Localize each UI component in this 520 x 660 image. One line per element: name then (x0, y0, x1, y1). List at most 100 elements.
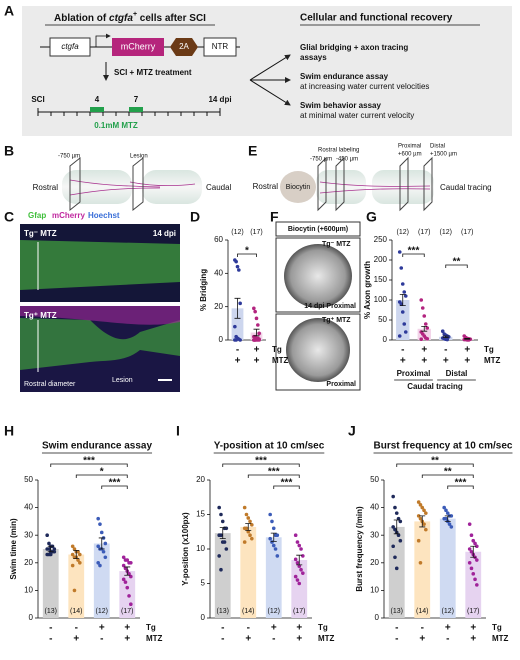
data-point (403, 294, 408, 298)
significance-label: *** (268, 467, 280, 478)
significance-bracket (273, 485, 300, 489)
y-tick-label: 50 (378, 315, 387, 324)
panel-letter: J (348, 423, 356, 439)
data-point (220, 519, 225, 524)
significance-bracket (402, 253, 425, 257)
bar (93, 543, 110, 618)
panel-letter: D (190, 209, 200, 225)
data-point (422, 522, 426, 526)
row-value: + (271, 623, 277, 634)
section-plane (132, 156, 144, 212)
row-value: - (401, 345, 404, 356)
outcome-title: Glial bridging + axon tracing (300, 43, 408, 52)
data-point (123, 566, 128, 571)
n-label: (17) (293, 608, 305, 615)
data-point (96, 544, 100, 549)
data-point (103, 541, 108, 546)
bar (414, 521, 431, 618)
error-bar (253, 328, 260, 337)
chart-title: Swim endurance assay (42, 441, 152, 452)
bar (439, 518, 456, 618)
data-point (129, 602, 133, 606)
construct-label: 2A (179, 42, 189, 51)
data-point (420, 306, 425, 310)
bar (265, 537, 282, 618)
data-point (398, 519, 403, 524)
image-label: Tg⁻ MTZ (24, 229, 57, 238)
data-point (467, 561, 472, 565)
data-point (473, 541, 477, 546)
data-point (98, 522, 102, 526)
labeling-label: Rostral labeling (318, 148, 359, 154)
section-plane (335, 156, 345, 212)
outcome-subtitle: at increasing water current velocities (300, 82, 429, 91)
data-point (425, 326, 430, 330)
data-point (467, 547, 472, 551)
y-tick-label: 0 (201, 613, 206, 622)
data-point (419, 337, 424, 342)
data-point (397, 250, 402, 254)
data-point (467, 522, 472, 526)
row-value: - (49, 623, 52, 634)
y-tick-label: 10 (24, 586, 33, 595)
data-point (473, 577, 477, 582)
side-label: Rostral (33, 183, 59, 192)
data-point (224, 547, 229, 551)
error-bar (399, 294, 406, 306)
data-point (420, 505, 425, 510)
y-tick-label: 250 (374, 235, 388, 244)
panel-letter: E (248, 143, 257, 159)
data-point (422, 508, 426, 513)
biocytin-blob (280, 171, 316, 203)
section-plane (423, 156, 433, 212)
row-value: + (245, 634, 251, 645)
section-plane (317, 156, 327, 212)
image-title: Biocytin (+600µm) (288, 226, 348, 233)
outcome-subtitle: assays (300, 53, 327, 62)
data-point (295, 540, 300, 544)
data-point (394, 566, 399, 571)
construct-label: mCherry (121, 41, 156, 51)
row-label: MTZ (492, 634, 509, 643)
data-point (422, 314, 427, 318)
data-point (253, 309, 257, 314)
side-label: Caudal (206, 183, 232, 192)
row-value: + (470, 634, 476, 645)
data-point (403, 330, 408, 334)
construct-label: NTR (212, 42, 229, 51)
data-point (253, 338, 257, 342)
row-value: + (421, 356, 427, 367)
significance-bracket (237, 253, 257, 257)
error-bar (47, 545, 54, 553)
n-label: (12) (442, 608, 454, 615)
row-value: - (49, 634, 52, 645)
tissue-section (286, 318, 350, 382)
data-point (469, 549, 474, 554)
data-point (391, 494, 395, 499)
proximal-label: Proximal (398, 144, 421, 150)
n-label: (13) (217, 608, 229, 615)
data-point (301, 571, 305, 575)
construct-box (49, 37, 91, 57)
y-tick-label: 20 (24, 558, 33, 567)
data-point (125, 558, 130, 562)
data-point (250, 523, 254, 527)
image-label: Tg⁻ MTZ (322, 241, 351, 248)
chart-title: Burst frequency at 10 cm/sec (374, 441, 513, 452)
data-point (442, 505, 446, 510)
error-bar (296, 554, 303, 566)
data-point (469, 566, 474, 571)
row-value: + (400, 356, 406, 367)
row-label: MTZ (318, 634, 335, 643)
data-point (222, 540, 227, 544)
bar (68, 554, 85, 618)
row-value: - (395, 634, 398, 645)
n-label: (17) (467, 608, 479, 615)
y-tick-label: 5 (201, 579, 206, 588)
row-label: MTZ (146, 634, 163, 643)
row-value: - (444, 345, 447, 356)
data-point (123, 580, 128, 584)
lesion-label: Lesion (130, 154, 148, 160)
data-point (254, 316, 259, 321)
data-point (224, 526, 229, 531)
